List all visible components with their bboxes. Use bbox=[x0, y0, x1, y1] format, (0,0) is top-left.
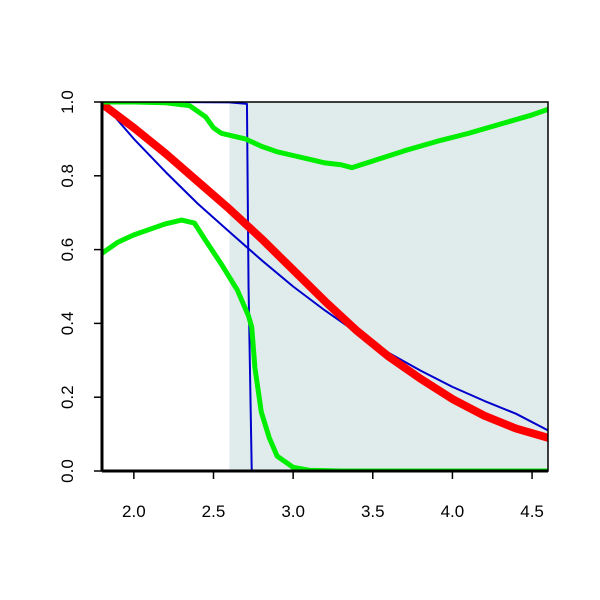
x-tick-label: 3.0 bbox=[281, 502, 305, 521]
y-tick-label: 0.8 bbox=[58, 164, 77, 188]
x-tick-label: 3.5 bbox=[361, 502, 385, 521]
x-tick-label: 4.5 bbox=[520, 502, 544, 521]
x-tick-label: 2.0 bbox=[122, 502, 146, 521]
shaded-region bbox=[229, 102, 548, 471]
y-tick-label: 1.0 bbox=[58, 90, 77, 114]
plot-area bbox=[102, 102, 548, 471]
y-tick-label: 0.2 bbox=[58, 385, 77, 409]
axes: 2.0 2.5 3.0 3.5 4.0 4.5 0.0 0.2 0.4 0.6 0.8 1.0 bbox=[58, 90, 549, 521]
y-tick-label: 0.0 bbox=[58, 459, 77, 483]
series-line-3 bbox=[102, 102, 548, 442]
x-tick-label: 2.5 bbox=[202, 502, 226, 521]
series-line-1 bbox=[102, 102, 548, 432]
y-tick-label: 0.4 bbox=[58, 312, 77, 336]
y-tick-label: 0.6 bbox=[58, 238, 77, 262]
x-tick-label: 4.0 bbox=[441, 502, 465, 521]
series-line-4 bbox=[102, 102, 548, 171]
